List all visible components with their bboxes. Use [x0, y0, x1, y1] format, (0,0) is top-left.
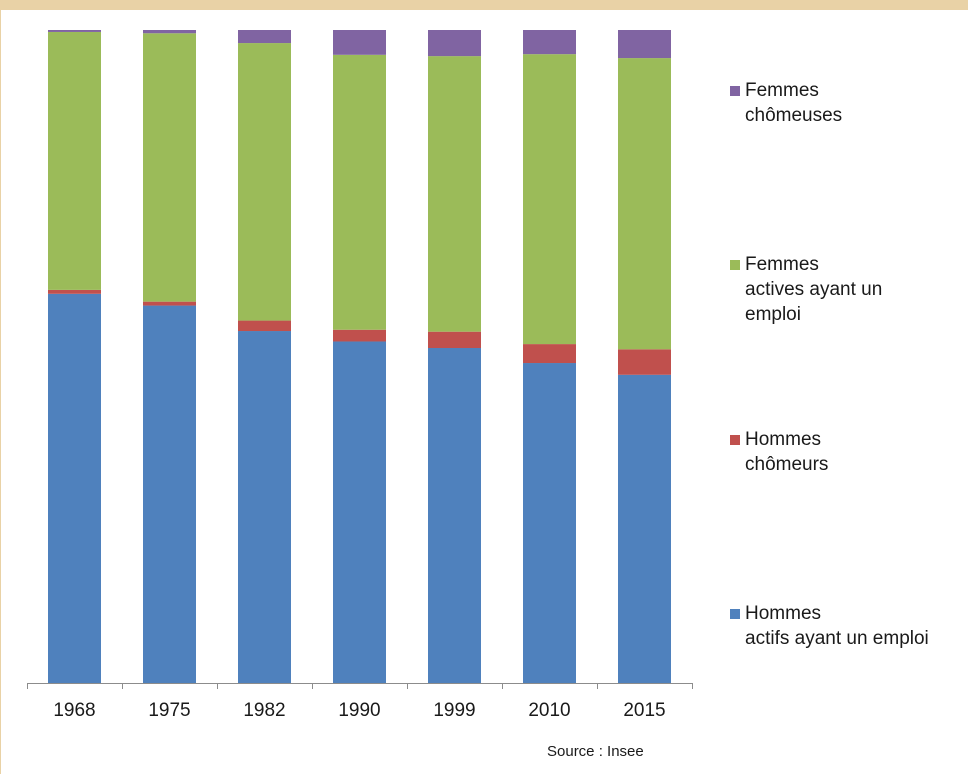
x-tick-label-1975: 1975 — [148, 700, 190, 721]
bar-segment-1968-series-3 — [48, 31, 101, 290]
bar-segment-1999-series-1 — [428, 348, 481, 683]
bar-segment-1982-series-1 — [238, 331, 291, 683]
bar-segment-2015-series-2 — [618, 349, 671, 375]
bar-segment-2010-series-1 — [523, 363, 576, 683]
bar-segment-2015-series-3 — [618, 58, 671, 350]
frame-top-band — [0, 0, 968, 10]
x-tick-label-2015: 2015 — [623, 700, 665, 721]
legend-swatch-2 — [730, 435, 740, 445]
bar-segment-1968-series-1 — [48, 293, 101, 683]
bar-segment-1982-series-4 — [238, 30, 291, 44]
bar-segment-1968-series-4 — [48, 30, 101, 32]
legend-label-line: actifs ayant un emploi — [745, 628, 929, 649]
x-tick-label-1999: 1999 — [433, 700, 475, 721]
frame-left-border — [0, 0, 1, 774]
legend-label-line: Hommes — [745, 603, 821, 624]
x-tick-label-1968: 1968 — [53, 700, 95, 721]
x-tick-label-1982: 1982 — [243, 700, 285, 721]
legend-swatch-3 — [730, 260, 740, 270]
bar-segment-1999-series-2 — [428, 331, 481, 349]
bar-segment-2010-series-3 — [523, 54, 576, 345]
x-tick-label-1990: 1990 — [338, 700, 380, 721]
bar-segment-1975-series-4 — [143, 30, 196, 34]
legend-label-line: emploi — [745, 304, 801, 325]
legend-swatch-4 — [730, 86, 740, 96]
bar-segment-1982-series-2 — [238, 320, 291, 332]
source-note: Source : Insee — [547, 743, 644, 760]
x-tick-label-2010: 2010 — [528, 700, 570, 721]
bar-segment-1975-series-2 — [143, 301, 196, 306]
legend-label-line: chômeurs — [745, 454, 828, 475]
bar-segment-1999-series-3 — [428, 56, 481, 332]
bar-segment-1990-series-2 — [333, 329, 386, 342]
bar-segment-1975-series-3 — [143, 33, 196, 302]
bars-group — [48, 30, 671, 683]
legend-swatch-1 — [730, 609, 740, 619]
bar-segment-1968-series-2 — [48, 289, 101, 294]
legend-label-line: Femmes — [745, 80, 819, 101]
bar-segment-1990-series-4 — [333, 30, 386, 55]
bar-segment-1990-series-3 — [333, 54, 386, 330]
legend: Femmes chômeuses Femmes actives ayant un emp… — [730, 80, 929, 649]
legend-label-line: actives ayant un — [745, 279, 882, 300]
legend-label-line: Femmes — [745, 254, 819, 275]
bar-segment-1999-series-4 — [428, 30, 481, 57]
bar-segment-2015-series-4 — [618, 30, 671, 59]
bar-segment-2010-series-2 — [523, 344, 576, 364]
bar-segment-1975-series-1 — [143, 305, 196, 683]
x-axis: 1968 1975 1982 1990 1999 2010 2015 — [27, 683, 693, 721]
bar-segment-1990-series-1 — [333, 341, 386, 683]
legend-label-line: Hommes — [745, 429, 821, 450]
bar-segment-2015-series-1 — [618, 374, 671, 683]
bar-segment-1982-series-3 — [238, 43, 291, 321]
bar-segment-2010-series-4 — [523, 30, 576, 55]
legend-label-line: chômeuses — [745, 105, 842, 126]
